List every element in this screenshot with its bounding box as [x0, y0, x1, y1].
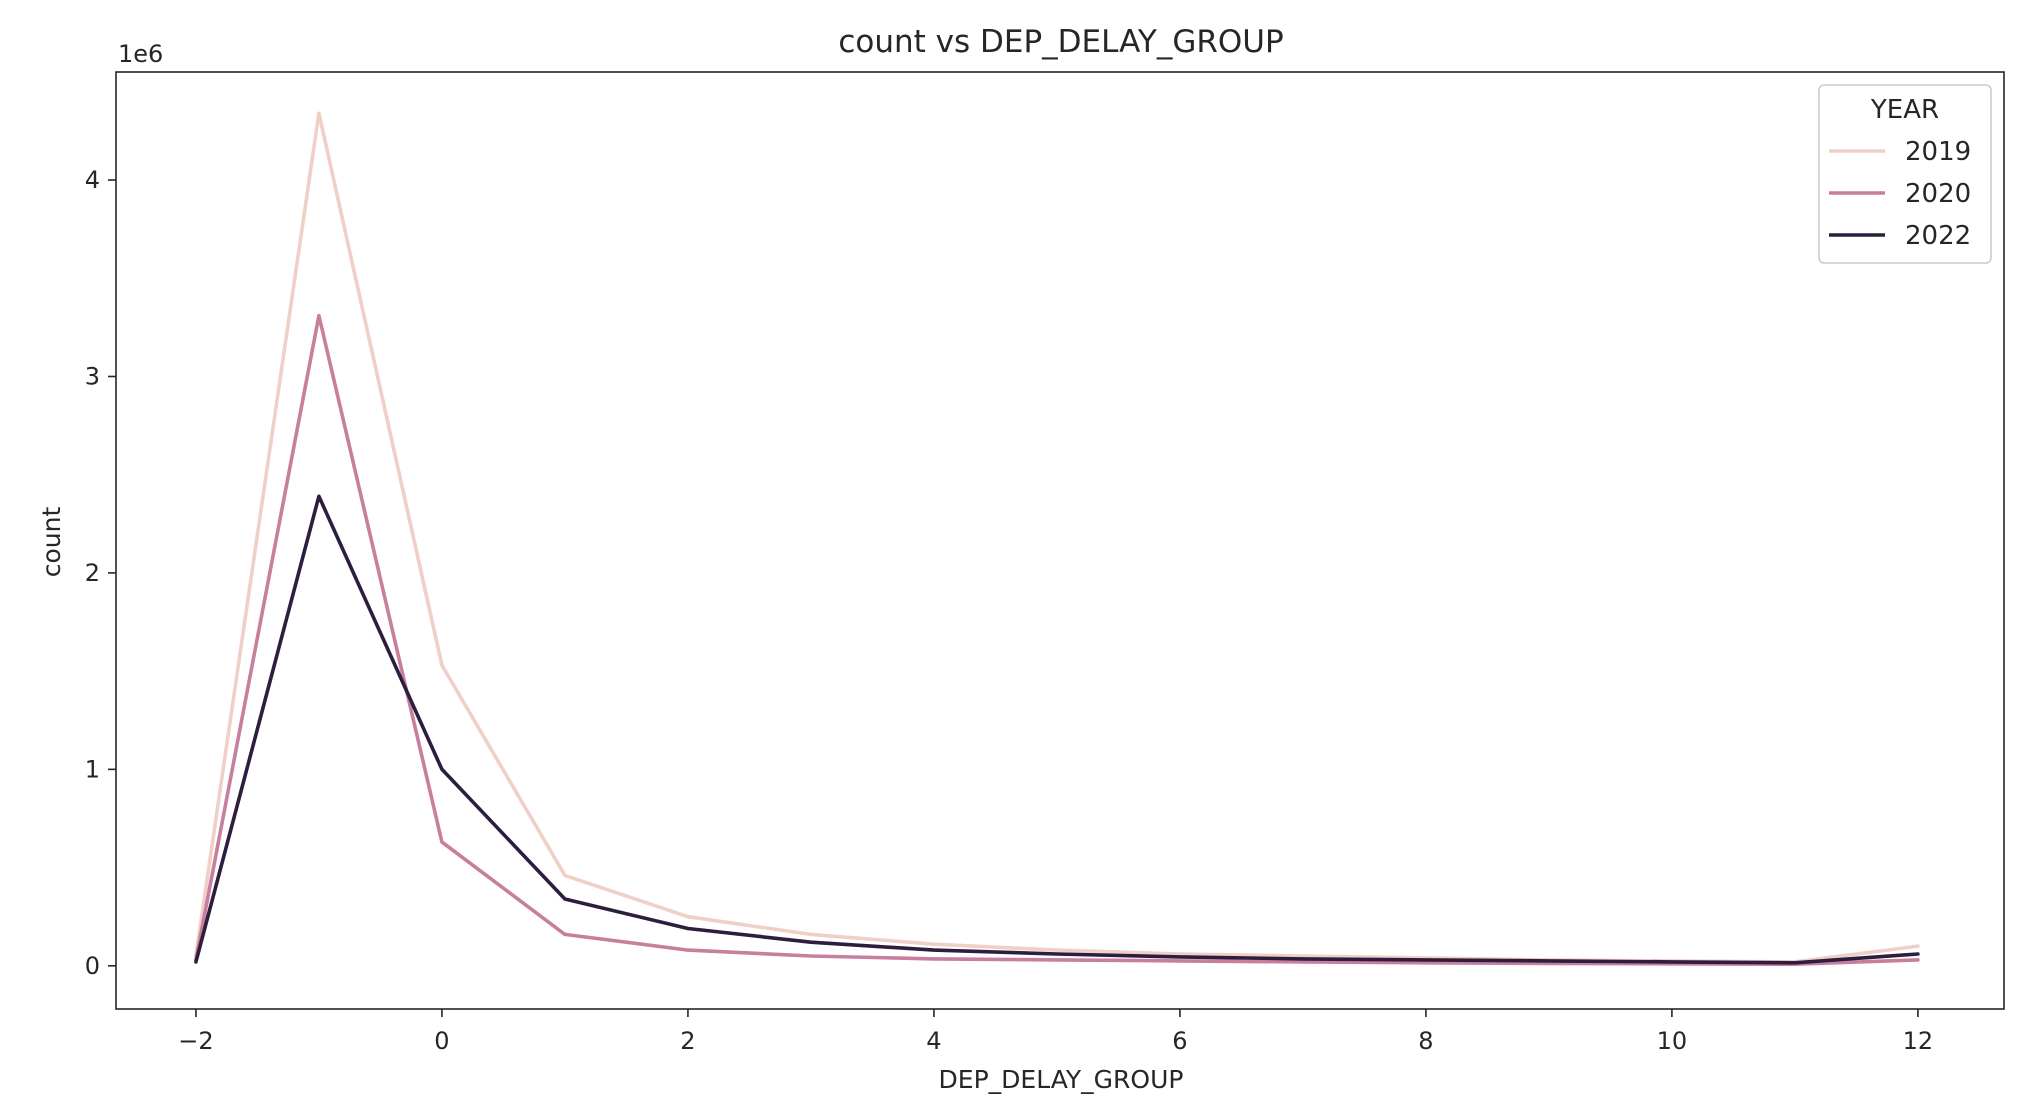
x-tick-label: 12 — [1903, 1027, 1934, 1055]
legend-entry-2022: 2022 — [1905, 221, 1971, 251]
x-tick-label: 8 — [1418, 1027, 1433, 1055]
y-tick-label: 0 — [85, 952, 100, 980]
y-tick-label: 1 — [85, 755, 100, 783]
x-tick-label: 2 — [680, 1027, 695, 1055]
x-tick-label: 0 — [434, 1027, 449, 1055]
series-line-2020 — [194, 313, 1920, 967]
x-tick-label: 4 — [926, 1027, 941, 1055]
x-axis: −2 0 2 4 6 8 10 12 — [178, 1009, 1933, 1055]
legend-title: YEAR — [1870, 95, 1939, 125]
legend-entry-2019: 2019 — [1905, 137, 1971, 167]
y-tick-label: 4 — [85, 166, 100, 194]
legend-entry-2020: 2020 — [1905, 179, 1971, 209]
plot-frame — [115, 71, 2005, 1010]
chart-title: count vs DEP_DELAY_GROUP — [838, 24, 1283, 60]
y-tick-label: 2 — [85, 559, 100, 587]
series-group — [194, 111, 1920, 967]
y-tick-label: 3 — [85, 362, 100, 390]
x-axis-label: DEP_DELAY_GROUP — [939, 1065, 1184, 1094]
x-tick-label: −2 — [178, 1027, 213, 1055]
series-line-2022 — [194, 494, 1920, 965]
y-axis-label: count — [37, 507, 66, 578]
y-axis-offset-label: 1e6 — [118, 40, 163, 68]
x-tick-label: 6 — [1172, 1027, 1187, 1055]
series-line-2019 — [194, 111, 1920, 964]
y-axis: 0 1 2 3 4 — [85, 166, 116, 980]
legend: YEAR 2019 2020 2022 — [1818, 84, 1992, 264]
x-tick-label: 10 — [1657, 1027, 1688, 1055]
legend-box — [1818, 84, 1992, 264]
